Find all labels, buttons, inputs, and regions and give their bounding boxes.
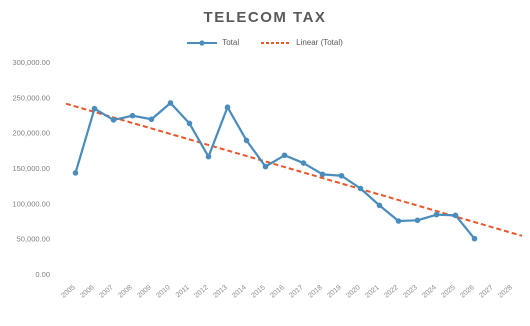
x-tick-label: 2008 xyxy=(117,284,134,299)
y-tick-label: 300,000.00 xyxy=(12,58,50,67)
y-tick-label: 200,000.00 xyxy=(12,129,50,138)
legend-label-total: Total xyxy=(222,38,240,47)
data-point-total xyxy=(205,153,212,160)
data-point-total xyxy=(167,100,174,106)
data-point-total xyxy=(471,235,478,242)
data-point-total xyxy=(91,105,98,112)
x-tick-label: 2027 xyxy=(478,284,495,299)
data-point-total xyxy=(452,212,459,219)
legend-item-linear-total: Linear (Total) xyxy=(261,38,343,47)
data-point-total xyxy=(243,137,250,144)
data-point-total xyxy=(110,117,117,123)
x-tick-label: 2017 xyxy=(288,284,305,299)
data-point-total xyxy=(148,116,155,123)
data-point-total xyxy=(224,104,231,111)
series-line-total xyxy=(74,101,476,240)
data-point-total xyxy=(433,211,440,218)
data-point-total xyxy=(262,163,269,170)
y-tick-label: 100,000.00 xyxy=(12,199,50,208)
y-tick-label: 50,000.00 xyxy=(17,235,50,244)
data-point-total xyxy=(414,217,421,224)
x-tick-label: 2018 xyxy=(307,284,324,299)
data-point-total xyxy=(357,185,364,192)
data-point-total xyxy=(281,152,288,159)
data-point-total xyxy=(186,120,193,127)
x-tick-label: 2028 xyxy=(497,284,514,299)
x-tick-label: 2009 xyxy=(136,284,153,299)
data-point-total xyxy=(129,112,136,119)
y-tick-label: 0.00 xyxy=(35,270,50,279)
x-tick-label: 2014 xyxy=(231,284,248,299)
data-point-total xyxy=(300,160,307,166)
x-tick-label: 2010 xyxy=(155,284,172,299)
y-tick-label: 150,000.00 xyxy=(12,164,50,173)
x-tick-label: 2022 xyxy=(383,284,400,299)
x-tick-label: 2026 xyxy=(459,284,476,299)
x-tick-label: 2013 xyxy=(212,284,229,299)
x-tick-label: 2020 xyxy=(345,284,362,299)
data-point-total xyxy=(338,172,345,179)
x-tick-label: 2015 xyxy=(250,284,267,299)
chart-title: TELECOM TAX xyxy=(203,9,327,26)
data-point-total xyxy=(395,218,402,224)
x-tick-label: 2016 xyxy=(269,284,286,299)
trendline-linear-total xyxy=(65,102,523,237)
x-tick-label: 2023 xyxy=(402,284,419,299)
data-point-total xyxy=(376,202,383,209)
x-tick-label: 2007 xyxy=(98,284,115,299)
x-tick-label: 2006 xyxy=(79,284,96,299)
legend: Total Linear (Total) xyxy=(0,38,530,47)
x-tick-label: 2024 xyxy=(421,284,438,299)
data-point-total xyxy=(319,171,326,178)
legend-item-total: Total xyxy=(187,38,239,47)
x-tick-label: 2025 xyxy=(440,284,457,299)
x-tick-label: 2012 xyxy=(193,284,210,299)
legend-label-linear-total: Linear (Total) xyxy=(296,38,343,47)
x-tick-label: 2019 xyxy=(326,284,343,299)
legend-swatch-linear-total xyxy=(261,41,292,44)
x-tick-label: 2005 xyxy=(60,284,77,299)
x-tick-label: 2021 xyxy=(364,284,381,299)
y-tick-label: 250,000.00 xyxy=(12,93,50,102)
legend-swatch-total xyxy=(187,39,218,46)
x-tick-label: 2011 xyxy=(175,284,191,299)
data-point-total xyxy=(72,170,79,176)
